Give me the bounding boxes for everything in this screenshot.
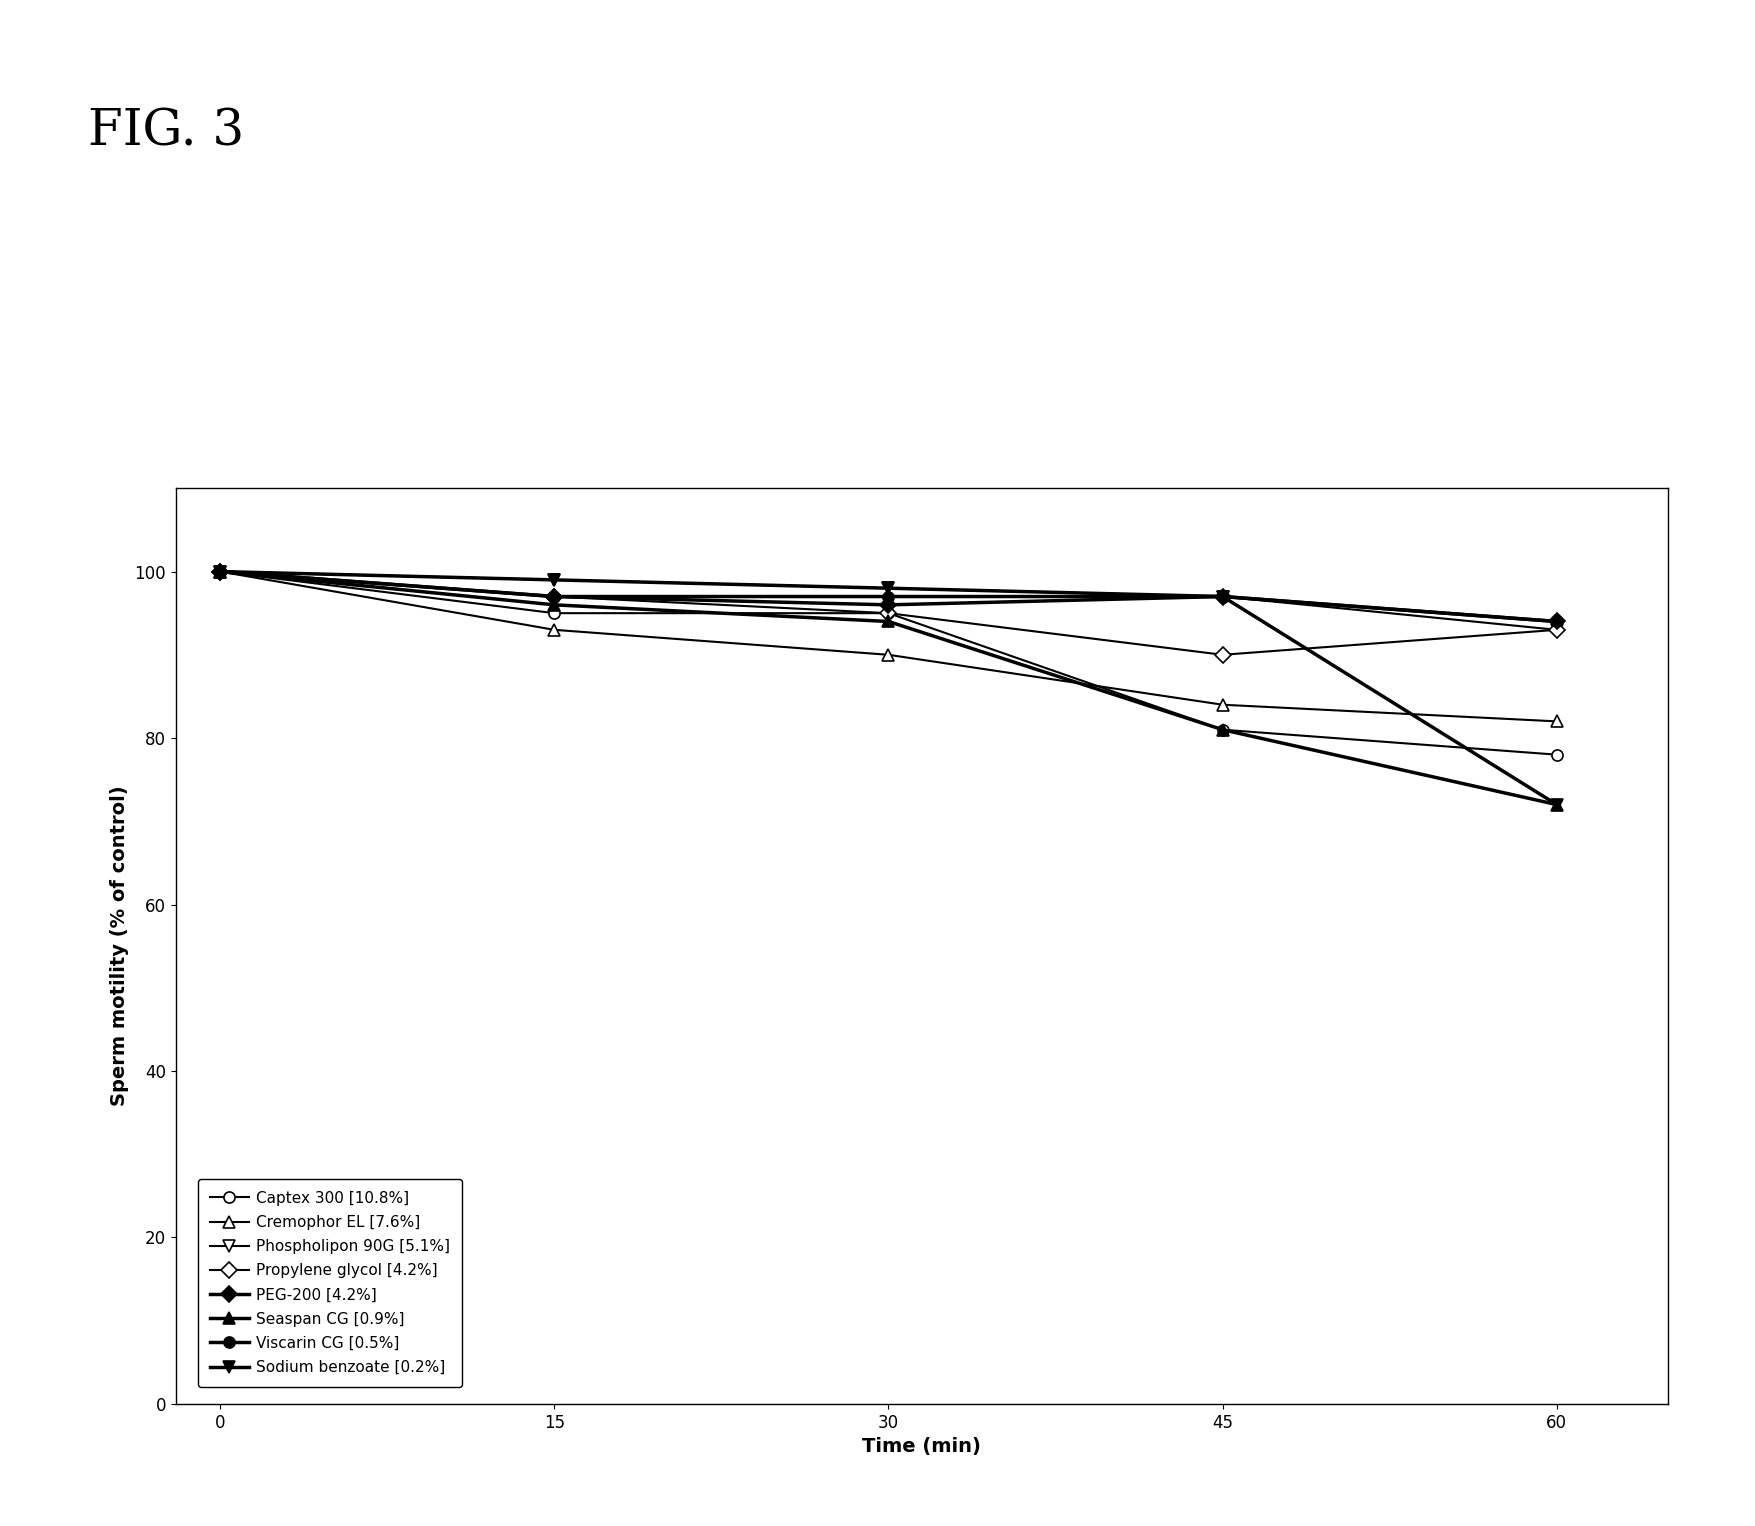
X-axis label: Time (min): Time (min) (862, 1437, 981, 1456)
Line: Captex 300 [10.8%]: Captex 300 [10.8%] (214, 566, 1562, 760)
Propylene glycol [4.2%] (209, 563, 230, 581)
PEG-200 [4.2%] (878, 595, 899, 613)
Propylene glycol [4.2%] (878, 604, 899, 623)
Sodium benzoate [0.2%] (544, 571, 565, 589)
Phospholipon 90G [5.1%] (544, 571, 565, 589)
Sodium benzoate [0.2%] (878, 578, 899, 597)
Line: Propylene glycol [4.2%]: Propylene glycol [4.2%] (214, 566, 1562, 661)
PEG-200 [4.2%] (1211, 588, 1232, 606)
Seaspan CG [0.9%] (1546, 795, 1567, 813)
Sodium benzoate [0.2%] (1546, 795, 1567, 813)
Line: Seaspan CG [0.9%]: Seaspan CG [0.9%] (214, 566, 1562, 810)
Phospholipon 90G [5.1%] (1546, 621, 1567, 639)
Cremophor EL [7.6%] (878, 645, 899, 664)
Cremophor EL [7.6%] (1546, 713, 1567, 731)
Propylene glycol [4.2%] (1546, 621, 1567, 639)
Legend: Captex 300 [10.8%], Cremophor EL [7.6%], Phospholipon 90G [5.1%], Propylene glyc: Captex 300 [10.8%], Cremophor EL [7.6%],… (198, 1178, 462, 1387)
Cremophor EL [7.6%] (1211, 696, 1232, 714)
Line: PEG-200 [4.2%]: PEG-200 [4.2%] (214, 566, 1562, 627)
PEG-200 [4.2%] (544, 588, 565, 606)
Line: Sodium benzoate [0.2%]: Sodium benzoate [0.2%] (214, 566, 1562, 810)
PEG-200 [4.2%] (1546, 612, 1567, 630)
Sodium benzoate [0.2%] (209, 563, 230, 581)
Phospholipon 90G [5.1%] (209, 563, 230, 581)
Viscarin CG [0.5%] (878, 588, 899, 606)
Captex 300 [10.8%] (1211, 720, 1232, 739)
Propylene glycol [4.2%] (1211, 645, 1232, 664)
Viscarin CG [0.5%] (1546, 612, 1567, 630)
Captex 300 [10.8%] (1546, 746, 1567, 765)
PEG-200 [4.2%] (209, 563, 230, 581)
Cremophor EL [7.6%] (544, 621, 565, 639)
Line: Phospholipon 90G [5.1%]: Phospholipon 90G [5.1%] (214, 566, 1562, 635)
Propylene glycol [4.2%] (544, 588, 565, 606)
Seaspan CG [0.9%] (544, 595, 565, 613)
Phospholipon 90G [5.1%] (1211, 588, 1232, 606)
Seaspan CG [0.9%] (1211, 720, 1232, 739)
Y-axis label: Sperm motility (% of control): Sperm motility (% of control) (109, 786, 128, 1106)
Captex 300 [10.8%] (878, 604, 899, 623)
Captex 300 [10.8%] (209, 563, 230, 581)
Sodium benzoate [0.2%] (1211, 588, 1232, 606)
Captex 300 [10.8%] (544, 604, 565, 623)
Seaspan CG [0.9%] (878, 612, 899, 630)
Cremophor EL [7.6%] (209, 563, 230, 581)
Line: Viscarin CG [0.5%]: Viscarin CG [0.5%] (214, 566, 1562, 627)
Seaspan CG [0.9%] (209, 563, 230, 581)
Viscarin CG [0.5%] (544, 588, 565, 606)
Text: FIG. 3: FIG. 3 (88, 107, 244, 156)
Viscarin CG [0.5%] (1211, 588, 1232, 606)
Line: Cremophor EL [7.6%]: Cremophor EL [7.6%] (214, 566, 1562, 726)
Phospholipon 90G [5.1%] (878, 578, 899, 597)
Viscarin CG [0.5%] (209, 563, 230, 581)
